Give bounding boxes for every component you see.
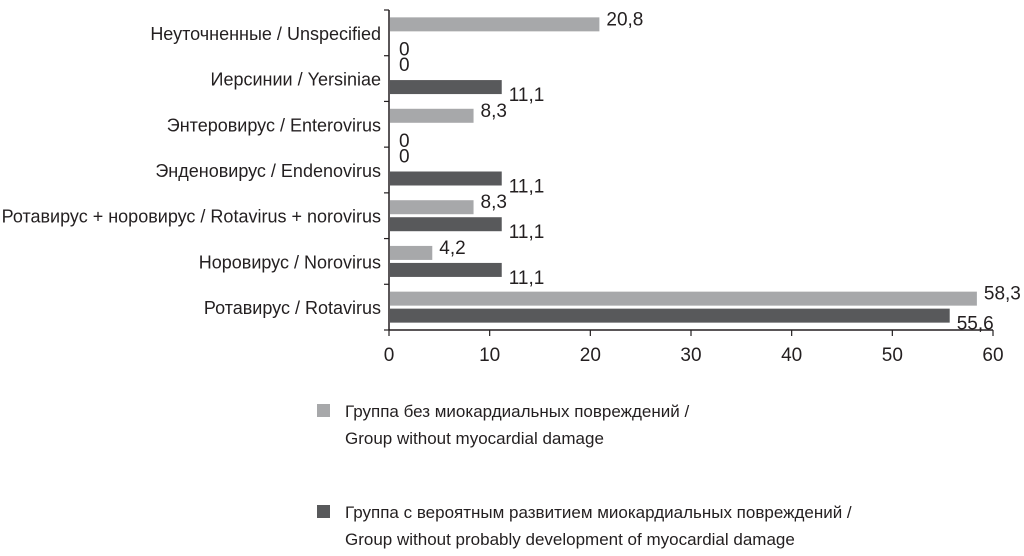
data-label: 58,3 (984, 284, 1021, 305)
legend-label: Group without probably development of my… (345, 530, 795, 549)
data-label: 0 (399, 131, 410, 152)
x-tick-label: 20 (580, 345, 601, 366)
data-label: 0 (399, 39, 410, 60)
data-label: 11,1 (509, 85, 545, 106)
category-label: Неуточненные / Unspecified (150, 24, 381, 44)
data-label: 4,2 (439, 238, 465, 259)
bar-without-damage (390, 200, 474, 215)
legend-label: Группа без миокардиальных повреждений / (345, 402, 689, 421)
data-label: 55,6 (957, 314, 994, 335)
category-label: Норовирус / Norovirus (199, 252, 381, 272)
x-tick-label: 10 (479, 345, 500, 366)
category-label: Ротавирус + норовирус / Rotavirus + noro… (2, 207, 381, 227)
data-label: 8,3 (481, 101, 507, 122)
data-label: 0 (399, 55, 410, 76)
legend-label: Группа с вероятным развитием миокардиаль… (345, 503, 852, 522)
category-label: Ротавирус / Rotavirus (204, 298, 381, 318)
x-tick-label: 60 (982, 345, 1003, 366)
category-label: Энденовирус / Endenovirus (155, 161, 381, 181)
category-label: Иерсинии / Yersiniae (211, 70, 381, 90)
bar-without-damage (390, 291, 977, 306)
legend-label: Group without myocardial damage (345, 429, 604, 448)
x-tick-label: 30 (680, 345, 701, 366)
data-label: 11,1 (509, 268, 545, 289)
bar-probable-damage (390, 171, 502, 186)
data-label: 11,1 (509, 177, 545, 198)
legend-swatch-without-damage (317, 404, 330, 417)
x-tick-label: 50 (882, 345, 903, 366)
data-label: 20,8 (606, 9, 643, 30)
bar-probable-damage (390, 308, 950, 323)
data-label: 8,3 (481, 192, 507, 213)
bar-probable-damage (390, 262, 502, 277)
bar-without-damage (390, 108, 474, 123)
legend-swatch-probable-damage (317, 505, 330, 518)
data-label: 0 (399, 147, 410, 168)
bar-probable-damage (390, 80, 502, 95)
category-label: Энтеровирус / Enterovirus (167, 115, 381, 135)
bar-without-damage (390, 17, 600, 32)
x-tick-label: 0 (384, 345, 395, 366)
x-tick-label: 40 (781, 345, 802, 366)
bar-without-damage (390, 245, 433, 260)
bar-probable-damage (390, 217, 502, 232)
data-label: 11,1 (509, 222, 545, 243)
